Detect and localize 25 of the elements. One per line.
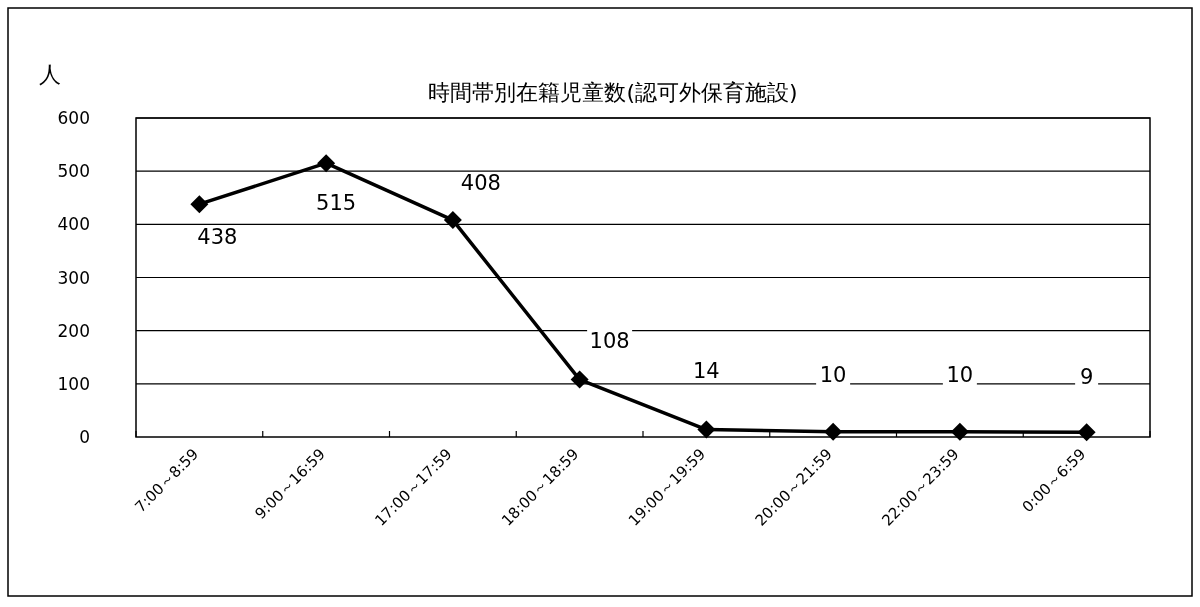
chart-title: 時間帯別在籍児童数(認可外保育施設) [428, 80, 798, 105]
data-label: 10 [819, 362, 847, 387]
point [443, 211, 462, 230]
point [570, 370, 589, 389]
y-tick-label: 600 [57, 108, 90, 128]
point [1077, 423, 1096, 442]
y-tick-label: 300 [57, 267, 90, 288]
data-label: 515 [316, 191, 357, 216]
point [697, 420, 716, 439]
data-label: 438 [197, 225, 238, 250]
point [190, 195, 209, 214]
data-label: 14 [693, 358, 720, 383]
y-tick-label: 0 [79, 427, 90, 447]
data-label: 408 [460, 171, 501, 196]
y-tick-label: 100 [57, 373, 90, 394]
y-axis-title: 人 [39, 62, 61, 87]
y-tick-label: 500 [57, 161, 90, 182]
point [950, 422, 969, 441]
y-tick-label: 400 [57, 214, 90, 235]
data-label: 10 [946, 362, 974, 387]
point [317, 154, 336, 173]
y-tick-label: 200 [57, 320, 90, 341]
data-label: 9 [1079, 365, 1094, 390]
point [824, 422, 843, 441]
data-label: 108 [589, 328, 630, 353]
